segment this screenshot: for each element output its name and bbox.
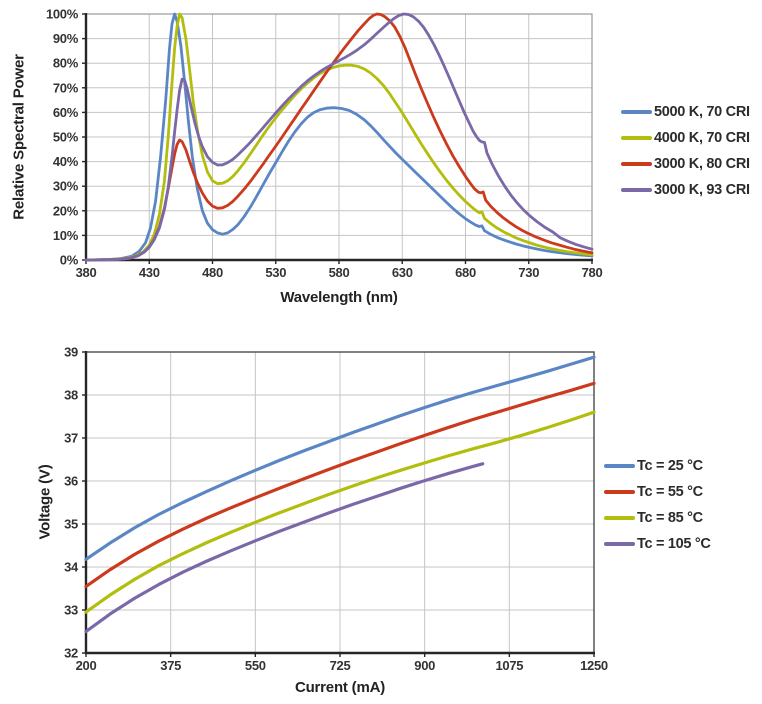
x-tick-label: 380 — [76, 265, 97, 280]
x-tick-label: 580 — [329, 265, 350, 280]
spectral-chart: 380 430 480 530 580 630 680 730 780 0% 10% 20% 30% 40… — [46, 7, 603, 281]
legend-label: 3000 K, 93 CRI — [654, 182, 750, 198]
legend-line-swatch — [604, 542, 635, 546]
x-tick-label: 1250 — [580, 658, 608, 673]
x-tick-label: 730 — [518, 265, 539, 280]
y-tick-label: 33 — [64, 603, 78, 618]
legend-item: 4000 K, 70 CRI — [621, 125, 750, 151]
y-tick-label: 90% — [53, 31, 79, 46]
legend-line-swatch — [604, 464, 635, 468]
legend-line-swatch — [621, 162, 652, 166]
iv-y-axis-title: Voltage (V) — [36, 464, 54, 540]
x-tick-label: 550 — [245, 658, 266, 673]
legend-item: Tc = 85 °C — [604, 505, 711, 531]
x-tick-label: 200 — [76, 658, 97, 673]
spectral-y-axis-title: Relative Spectral Power — [10, 54, 28, 220]
legend-label: Tc = 85 °C — [637, 510, 703, 526]
legend-line-swatch — [604, 490, 635, 494]
iv-legend: Tc = 25 °C Tc = 55 °C Tc = 85 °C Tc = 10… — [604, 453, 711, 557]
series-line — [84, 355, 596, 561]
legend-label: 5000 K, 70 CRI — [654, 104, 750, 120]
series-line — [84, 381, 596, 588]
x-tick-label: 630 — [392, 265, 413, 280]
series-line — [84, 12, 594, 262]
y-tick-label: 0% — [60, 253, 79, 268]
legend-item: 3000 K, 80 CRI — [621, 151, 750, 177]
x-tick-label: 1075 — [495, 658, 523, 673]
legend-label: 3000 K, 80 CRI — [654, 156, 750, 172]
x-tick-label: 375 — [160, 658, 181, 673]
y-tick-label: 38 — [64, 388, 78, 403]
legend-line-swatch — [621, 110, 652, 114]
legend-item: Tc = 25 °C — [604, 453, 711, 479]
legend-label: 4000 K, 70 CRI — [654, 130, 750, 146]
series-line — [84, 12, 594, 262]
legend-label: Tc = 55 °C — [637, 484, 703, 500]
y-tick-label: 35 — [64, 517, 78, 532]
spectral-x-axis-title: Wavelength (nm) — [280, 289, 398, 306]
x-tick-label: 900 — [414, 658, 435, 673]
series-line — [84, 12, 594, 262]
y-tick-label: 34 — [64, 560, 79, 575]
legend-item: 3000 K, 93 CRI — [621, 177, 750, 203]
y-tick-label: 20% — [53, 203, 79, 218]
legend-line-swatch — [621, 188, 652, 192]
y-tick-label: 80% — [53, 56, 79, 71]
x-tick-label: 780 — [582, 265, 603, 280]
y-tick-label: 40% — [53, 154, 79, 169]
series-line — [84, 12, 594, 262]
legend-item: 5000 K, 70 CRI — [621, 99, 750, 125]
y-tick-label: 37 — [64, 431, 78, 446]
series-line — [84, 462, 485, 634]
x-tick-label: 430 — [139, 265, 160, 280]
legend-line-swatch — [621, 136, 652, 140]
x-tick-label: 530 — [265, 265, 286, 280]
y-tick-label: 10% — [53, 228, 79, 243]
x-tick-label: 480 — [202, 265, 223, 280]
y-tick-label: 60% — [53, 105, 79, 120]
iv-x-axis-title: Current (mA) — [294, 679, 386, 696]
y-tick-label: 39 — [64, 345, 78, 360]
legend-line-swatch — [604, 516, 635, 520]
y-tick-label: 70% — [53, 80, 79, 95]
y-tick-label: 100% — [46, 7, 79, 22]
y-tick-label: 30% — [53, 179, 79, 194]
y-tick-label: 32 — [64, 646, 78, 661]
legend-item: Tc = 55 °C — [604, 479, 711, 505]
x-tick-label: 725 — [330, 658, 351, 673]
series-line — [84, 410, 596, 614]
x-tick-label: 680 — [455, 265, 476, 280]
spectral-legend: 5000 K, 70 CRI 4000 K, 70 CRI 3000 K, 80… — [621, 99, 750, 203]
legend-label: Tc = 105 °C — [637, 536, 711, 552]
legend-label: Tc = 25 °C — [637, 458, 703, 474]
y-tick-label: 36 — [64, 474, 78, 489]
y-tick-label: 50% — [53, 130, 79, 145]
iv-chart: 200 375 550 725 900 1075 1250 32 33 34 35 36 37 38 39 — [64, 345, 608, 674]
legend-item: Tc = 105 °C — [604, 531, 711, 557]
